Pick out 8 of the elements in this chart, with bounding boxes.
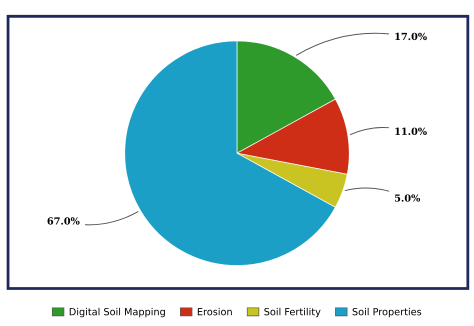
legend-label: Soil Fertility [264, 308, 321, 318]
data-label: 17.0% [395, 32, 427, 40]
legend-label: Soil Properties [352, 308, 422, 318]
legend-label: Erosion [198, 308, 232, 316]
data-label: 67.0% [48, 217, 80, 225]
data-label: 5.0% [394, 194, 420, 202]
data-label: 11.0% [395, 128, 427, 135]
legend-label: Digital Soil Mapping [70, 308, 165, 318]
